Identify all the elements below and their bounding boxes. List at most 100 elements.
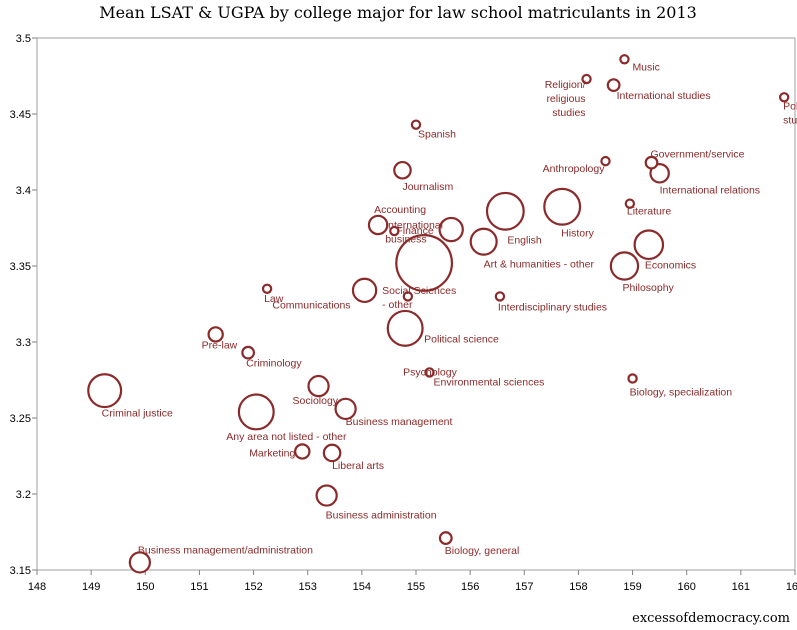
bubble-point bbox=[334, 397, 357, 421]
y-tick-label: 3.45 bbox=[10, 109, 31, 121]
bubble-point bbox=[627, 373, 638, 384]
bubble-point bbox=[581, 73, 592, 85]
y-tick-label: 3.3 bbox=[16, 337, 31, 349]
x-tick-label: 157 bbox=[515, 581, 533, 593]
y-tick-label: 3.15 bbox=[10, 565, 31, 577]
point-label: International relations bbox=[660, 184, 760, 196]
point-label: Sociology bbox=[293, 395, 339, 407]
bubble-point bbox=[241, 345, 256, 360]
point-label: Spanish bbox=[418, 129, 456, 141]
point-label: Pre-law bbox=[202, 339, 238, 351]
bubble-point bbox=[624, 198, 636, 209]
y-tick-label: 3.25 bbox=[10, 413, 31, 425]
point-label: Psychology bbox=[403, 366, 457, 378]
bubble-point bbox=[410, 119, 422, 130]
point-label: Social Sciences bbox=[382, 285, 456, 297]
point-label: Religion/ bbox=[545, 79, 586, 91]
bubble-point bbox=[609, 251, 640, 281]
x-tick-label: 156 bbox=[461, 581, 479, 593]
point-label: Marketing bbox=[249, 447, 295, 459]
bubble-point bbox=[543, 187, 582, 226]
point-label: Policy bbox=[783, 100, 797, 112]
x-tick-label: 154 bbox=[353, 581, 371, 593]
point-label: Finance bbox=[396, 225, 434, 237]
bubble-point bbox=[600, 155, 611, 167]
x-tick-label: 162 bbox=[786, 581, 797, 593]
bubble-point bbox=[261, 283, 273, 294]
point-label: Biology, specialization bbox=[630, 386, 733, 398]
bubble-point bbox=[315, 484, 338, 507]
point-label: Business administration bbox=[326, 510, 437, 522]
x-tick-label: 161 bbox=[732, 581, 750, 593]
bubbles bbox=[87, 54, 790, 574]
point-label: Communications bbox=[272, 299, 350, 311]
bubble-point bbox=[485, 191, 525, 231]
point-label: business bbox=[385, 234, 426, 246]
bubble-point bbox=[207, 326, 224, 343]
y-tick-label: 3.35 bbox=[10, 261, 31, 273]
bubble-point bbox=[237, 393, 275, 431]
bubble-point bbox=[402, 291, 414, 302]
y-axis: 3.15 3.2 3.25 3.3 3.35 3.4 3.45 3.5 bbox=[10, 33, 37, 577]
point-label: Government/service bbox=[651, 149, 745, 161]
point-label: History bbox=[561, 228, 594, 240]
bubble-point bbox=[644, 155, 659, 170]
x-axis: 148 149 150 151 152 153 154 155 156 157 158 159 160 1… bbox=[28, 570, 797, 593]
point-label: Art & humanities - other bbox=[484, 259, 595, 271]
bubble-point bbox=[351, 277, 378, 304]
x-tick-label: 149 bbox=[82, 581, 100, 593]
point-label: Criminal justice bbox=[102, 408, 173, 420]
point-label: Literature bbox=[627, 206, 672, 218]
y-tick-label: 3.5 bbox=[16, 33, 31, 45]
bubble-point bbox=[438, 531, 453, 545]
x-tick-label: 160 bbox=[678, 581, 696, 593]
point-label: Environmental sciences bbox=[434, 376, 545, 388]
point-label: Economics bbox=[645, 260, 696, 272]
point-label: Interdisciplinary studies bbox=[498, 301, 607, 313]
bubble-point bbox=[128, 551, 152, 574]
point-label: Accounting bbox=[374, 204, 426, 216]
bubble-point bbox=[424, 367, 435, 378]
point-label: studies bbox=[783, 114, 797, 126]
point-label: Political science bbox=[424, 333, 499, 345]
point-label: International bbox=[385, 220, 443, 232]
bubble-point bbox=[322, 443, 342, 463]
x-tick-label: 150 bbox=[136, 581, 154, 593]
bubble-point bbox=[294, 443, 311, 460]
plot-area bbox=[36, 37, 796, 571]
x-tick-label: 155 bbox=[407, 581, 425, 593]
bubble-point bbox=[778, 92, 790, 103]
bubble-point bbox=[87, 373, 123, 409]
x-tick-label: 148 bbox=[28, 581, 46, 593]
bubble-point bbox=[438, 216, 464, 243]
watermark: excessofdemocracy.com bbox=[632, 611, 790, 626]
x-tick-label: 158 bbox=[569, 581, 587, 593]
point-label: Business management/administration bbox=[138, 544, 313, 556]
x-tick-label: 153 bbox=[299, 581, 317, 593]
point-label: Any area not listed - other bbox=[226, 431, 347, 443]
point-label: English bbox=[507, 234, 542, 246]
bubble-point bbox=[393, 160, 412, 180]
y-tick-label: 3.4 bbox=[16, 185, 31, 197]
bubble-point bbox=[649, 163, 670, 184]
chart-title: Mean LSAT & UGPA by college major for la… bbox=[99, 3, 697, 22]
point-labels: Music Religion/religious studies Internatio… bbox=[102, 61, 797, 557]
bubble-point bbox=[606, 78, 621, 93]
point-label: International studies bbox=[617, 90, 711, 102]
bubble-point bbox=[494, 291, 506, 302]
y-tick-label: 3.2 bbox=[16, 489, 31, 501]
point-label: Liberal arts bbox=[332, 460, 384, 472]
point-label: - other bbox=[382, 299, 413, 311]
point-label: Biology, general bbox=[445, 545, 520, 557]
point-label: Anthropology bbox=[543, 163, 606, 175]
x-tick-label: 159 bbox=[623, 581, 641, 593]
point-label: Music bbox=[632, 61, 659, 73]
point-label: studies bbox=[552, 107, 585, 119]
x-tick-label: 151 bbox=[190, 581, 208, 593]
bubble-point bbox=[469, 227, 498, 256]
point-label: Law bbox=[264, 293, 284, 305]
bubble-point bbox=[633, 229, 665, 261]
point-label: Journalism bbox=[402, 181, 453, 193]
point-label: religious bbox=[546, 93, 585, 105]
bubble-point bbox=[367, 214, 389, 236]
